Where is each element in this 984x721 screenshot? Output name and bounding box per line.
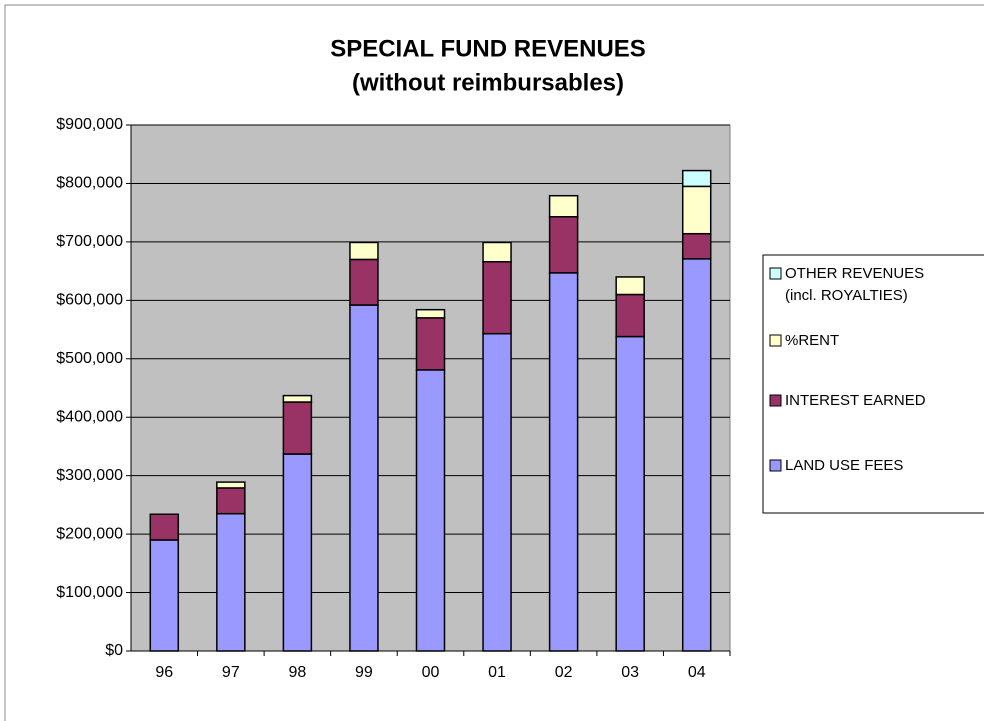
x-tick-label: 97: [222, 664, 240, 681]
bar-segment: [282, 401, 313, 455]
x-tick-label: 02: [555, 664, 573, 681]
bar-segment: [681, 185, 712, 235]
bar-segment: [415, 317, 446, 371]
legend-swatch: [769, 267, 782, 280]
legend-label: INTEREST EARNED: [785, 392, 926, 409]
x-tick-label: 99: [355, 664, 373, 681]
bar-segment: [149, 539, 180, 652]
bar-segment: [548, 194, 579, 218]
legend: [762, 254, 984, 514]
legend-label: %RENT: [785, 332, 840, 349]
y-tick-label: $0: [105, 642, 123, 659]
bar-segment: [615, 293, 645, 338]
bar-segment: [681, 258, 712, 652]
y-tick-label: $100,000: [56, 584, 123, 601]
chart-title: SPECIAL FUND REVENUES: [330, 35, 646, 62]
bar-segment: [149, 513, 180, 541]
x-tick-label: 01: [488, 664, 506, 681]
bar-segment: [415, 308, 446, 319]
bar-segment: [415, 369, 446, 652]
bar-segment: [681, 169, 712, 188]
x-tick-label: 96: [155, 664, 173, 681]
bar-segment: [615, 335, 645, 652]
legend-label: OTHER REVENUES (incl. ROYALTIES): [785, 265, 925, 304]
bar-segment: [482, 332, 512, 652]
bar-segment: [282, 453, 313, 652]
x-tick-label: 98: [288, 664, 306, 681]
legend-label-box: OTHER REVENUES (incl. ROYALTIES): [785, 265, 925, 304]
x-tick-label: 04: [688, 664, 706, 681]
legend-swatch: [769, 459, 782, 472]
x-tick-label: 03: [621, 664, 639, 681]
legend-label-box: %RENT: [785, 332, 840, 349]
y-tick-label: $700,000: [56, 233, 123, 250]
y-tick-label: $300,000: [56, 467, 123, 484]
y-tick-label: $500,000: [56, 350, 123, 367]
chart-subtitle: (without reimbursables): [352, 69, 624, 96]
legend-label: LAND USE FEES: [785, 457, 904, 474]
y-tick-label: $400,000: [56, 408, 123, 425]
y-tick-label: $200,000: [56, 525, 123, 542]
bar-segment: [216, 512, 246, 652]
bar-segment: [482, 241, 512, 263]
y-tick-label: $600,000: [56, 292, 123, 309]
y-tick-label: $900,000: [56, 116, 123, 133]
bar-segment: [282, 394, 313, 403]
bar-segment: [216, 487, 246, 515]
legend-swatch: [769, 394, 782, 407]
legend-label-box: INTEREST EARNED: [785, 392, 926, 409]
bar-segment: [482, 261, 512, 335]
x-tick-label: 00: [422, 664, 440, 681]
legend-swatch: [769, 334, 782, 347]
bar-segment: [349, 304, 379, 652]
bar-segment: [216, 481, 246, 489]
bar-segment: [548, 216, 579, 274]
bar-segment: [548, 272, 579, 652]
bar-segment: [349, 241, 379, 261]
y-tick-label: $800,000: [56, 175, 123, 192]
legend-label-box: LAND USE FEES: [785, 457, 904, 474]
bar-segment: [349, 258, 379, 306]
bar-segment: [681, 232, 712, 260]
bar-segment: [615, 276, 645, 296]
